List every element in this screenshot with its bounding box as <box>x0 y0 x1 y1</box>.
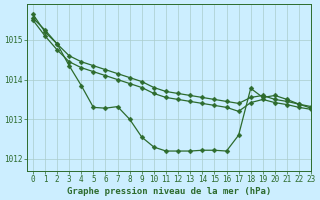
X-axis label: Graphe pression niveau de la mer (hPa): Graphe pression niveau de la mer (hPa) <box>67 187 271 196</box>
